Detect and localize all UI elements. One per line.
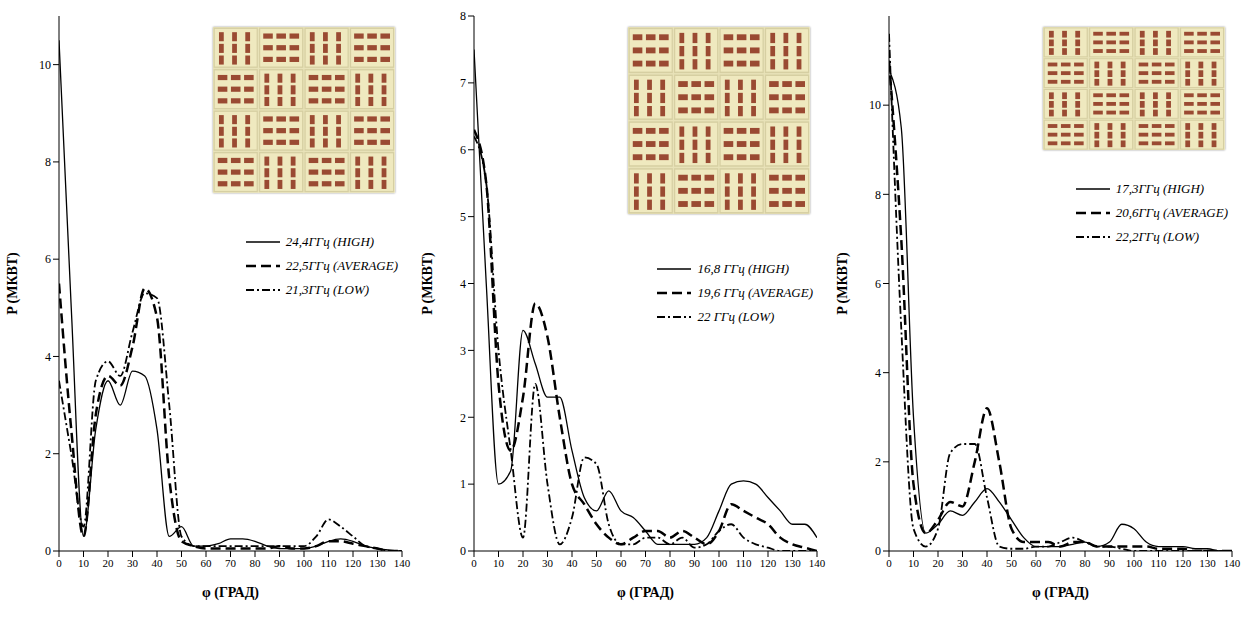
svg-text:3: 3 [460,344,466,358]
svg-text:60: 60 [201,557,213,569]
svg-text:10: 10 [493,557,505,569]
svg-text:0: 0 [875,544,881,558]
svg-text:0: 0 [471,557,477,569]
svg-text:2: 2 [875,455,881,469]
svg-text:40: 40 [982,557,994,569]
svg-text:1: 1 [460,477,466,491]
svg-text:20: 20 [103,557,115,569]
svg-text:P (МКВТ): P (МКВТ) [420,252,436,315]
svg-text:40: 40 [567,557,579,569]
svg-text:90: 90 [1104,557,1116,569]
svg-text:130: 130 [1199,557,1216,569]
svg-text:P (МКВТ): P (МКВТ) [835,252,851,315]
svg-text:80: 80 [1080,557,1092,569]
svg-text:8: 8 [45,155,51,169]
svg-text:60: 60 [616,557,628,569]
svg-text:50: 50 [176,557,188,569]
html-text:19,6 ГГц (AVERAGE): 19,6 ГГц (AVERAGE) [697,284,813,300]
html-text:17,3ГГц (HIGH): 17,3ГГц (HIGH) [1115,180,1205,196]
html-text:20,6ГГц (AVERAGE): 20,6ГГц (AVERAGE) [1115,204,1228,220]
svg-text:10: 10 [908,557,920,569]
svg-text:30: 30 [127,557,139,569]
svg-text:100: 100 [711,557,728,569]
svg-text:φ (ГРАД): φ (ГРАД) [617,585,674,601]
svg-text:0: 0 [886,557,892,569]
svg-text:50: 50 [591,557,603,569]
svg-text:120: 120 [345,557,362,569]
svg-text:70: 70 [225,557,237,569]
svg-text:10: 10 [869,98,881,112]
svg-text:110: 110 [1150,557,1167,569]
svg-text:φ (ГРАД): φ (ГРАД) [202,585,259,601]
svg-text:5: 5 [460,210,466,224]
svg-text:8: 8 [875,188,881,202]
svg-text:140: 140 [1224,557,1241,569]
svg-text:6: 6 [460,143,466,157]
svg-text:90: 90 [274,557,286,569]
svg-text:130: 130 [784,557,801,569]
svg-text:120: 120 [1175,557,1192,569]
svg-text:100: 100 [1126,557,1143,569]
html-text:21,3ГГц (LOW): 21,3ГГц (LOW) [285,282,370,297]
svg-text:80: 80 [250,557,262,569]
html-text:22,2ГГц (LOW): 22,2ГГц (LOW) [1115,228,1200,244]
svg-text:140: 140 [394,557,411,569]
svg-text:20: 20 [933,557,945,569]
svg-text:140: 140 [809,557,826,569]
svg-text:10: 10 [78,557,90,569]
html-text:24,4ГГц (HIGH): 24,4ГГц (HIGH) [285,234,375,249]
html-text:22,5ГГц (AVERAGE): 22,5ГГц (AVERAGE) [285,258,398,273]
svg-text:70: 70 [640,557,652,569]
html-text:22 ГГц (LOW): 22 ГГц (LOW) [697,308,775,324]
svg-text:P (МКВТ): P (МКВТ) [5,252,21,315]
svg-text:2: 2 [460,411,466,425]
svg-text:60: 60 [1031,557,1043,569]
svg-text:80: 80 [665,557,677,569]
svg-text:50: 50 [1006,557,1018,569]
svg-text:40: 40 [152,557,164,569]
svg-text:8: 8 [460,9,466,23]
html-text:16,8 ГГц (HIGH): 16,8 ГГц (HIGH) [697,260,790,276]
svg-text:120: 120 [760,557,777,569]
svg-text:110: 110 [320,557,337,569]
svg-text:0: 0 [45,544,51,558]
svg-text:0: 0 [460,544,466,558]
svg-text:10: 10 [39,58,51,72]
svg-text:110: 110 [735,557,752,569]
svg-text:φ (ГРАД): φ (ГРАД) [1032,585,1089,601]
svg-text:30: 30 [957,557,969,569]
svg-text:20: 20 [518,557,530,569]
svg-text:6: 6 [875,277,881,291]
svg-text:100: 100 [296,557,313,569]
svg-text:7: 7 [460,76,466,90]
svg-text:6: 6 [45,252,51,266]
svg-text:4: 4 [875,366,881,380]
svg-text:4: 4 [45,350,51,364]
svg-text:130: 130 [369,557,386,569]
svg-text:70: 70 [1055,557,1067,569]
svg-text:30: 30 [542,557,554,569]
svg-text:4: 4 [460,277,466,291]
svg-text:90: 90 [689,557,701,569]
svg-text:2: 2 [45,447,51,461]
svg-text:0: 0 [56,557,62,569]
